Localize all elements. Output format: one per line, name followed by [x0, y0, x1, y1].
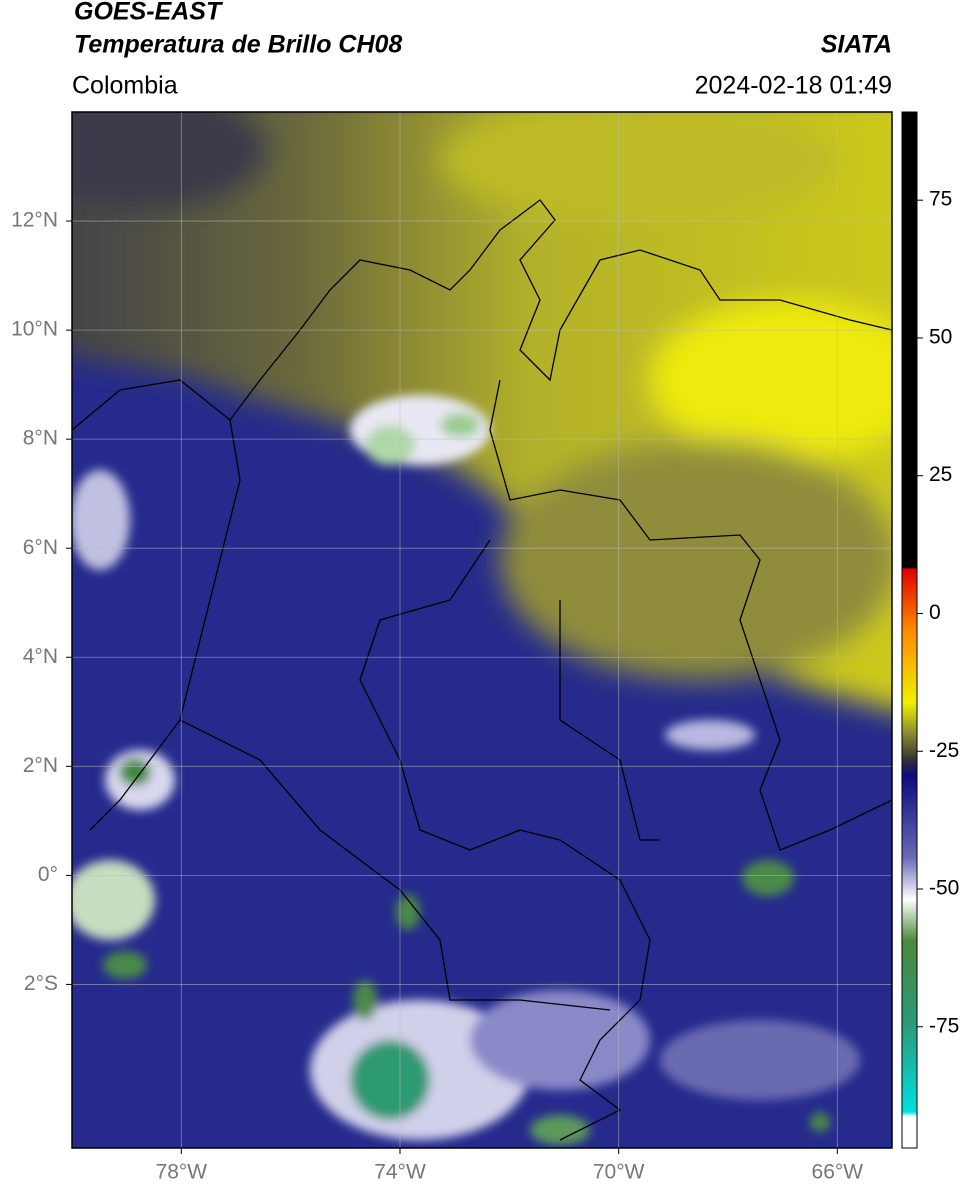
- region: Colombia: [72, 72, 178, 100]
- x-tick-label: 66°W: [812, 1161, 864, 1184]
- colorbar-tick-label: -75: [929, 1014, 959, 1037]
- x-tick-label: 70°W: [593, 1161, 645, 1184]
- graticule: [72, 112, 892, 1148]
- x-tick-label: 74°W: [374, 1161, 426, 1184]
- x-tick-label: 78°W: [156, 1161, 208, 1184]
- colorbar-tick-label: 25: [929, 463, 952, 486]
- subtitle: Temperatura de Brillo CH08: [74, 31, 402, 59]
- y-tick-label: 8°N: [23, 427, 58, 450]
- y-tick-label: 12°N: [11, 209, 58, 232]
- y-tick-label: 6°N: [23, 536, 58, 559]
- datetime: 2024-02-18 01:49: [695, 72, 892, 100]
- colorbar-tick-label: 75: [929, 188, 952, 211]
- y-tick-label: 2°N: [23, 754, 58, 777]
- borders: [72, 199, 892, 1141]
- y-tick-label: 4°N: [23, 645, 58, 668]
- source: SIATA: [821, 31, 892, 59]
- warm-region: [72, 112, 892, 710]
- title: GOES-EAST: [74, 0, 224, 26]
- y-tick-label: 0°: [38, 863, 58, 886]
- y-tick-label: 10°N: [11, 318, 58, 341]
- colorbar-tick-label: 0: [929, 601, 941, 624]
- colorbar-tick-label: 50: [929, 325, 952, 348]
- map-frame: [71, 111, 893, 1149]
- y-tick-label: 2°S: [24, 972, 58, 995]
- satellite-image: [72, 112, 892, 1148]
- cold-clouds: [72, 395, 860, 1145]
- colorbar-tick-label: -50: [929, 877, 959, 900]
- colorbar-tick-label: -25: [929, 739, 959, 762]
- colorbar: [901, 111, 918, 1149]
